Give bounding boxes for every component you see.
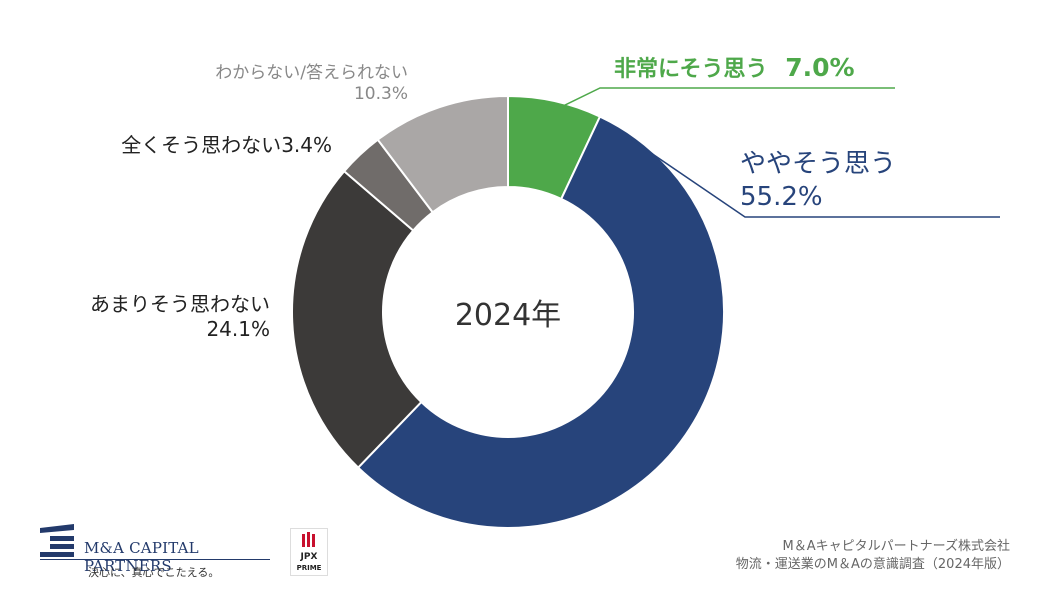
company-logo: M&A CAPITAL PARTNERS 決心に、真心でこたえる。 xyxy=(40,522,280,582)
slice-label-not-much: あまりそう思わない 24.1% xyxy=(90,292,270,342)
slice-not-much xyxy=(291,169,423,470)
prime-label: PRIME xyxy=(296,564,322,572)
leader-line-somewhat-agree xyxy=(630,138,1000,218)
slice-label-very-agree-value: 7.0% xyxy=(785,53,855,82)
slice-label-somewhat-agree: ややそう思う 55.2% xyxy=(740,148,896,213)
source-note: M＆Aキャピタルパートナーズ株式会社 物流・運送業のM＆Aの意識調査（2024年… xyxy=(736,538,1010,574)
slice-label-not-at-all: 全くそう思わない3.4% xyxy=(121,133,332,158)
slice-label-not-much-value: 24.1% xyxy=(206,317,270,341)
slice-label-somewhat-agree-value: 55.2% xyxy=(740,181,823,212)
slice-label-dont-know-value: 10.3% xyxy=(353,84,408,105)
logo-mark-icon xyxy=(40,524,74,557)
leader-lines xyxy=(552,87,1000,218)
jpx-mark-icon xyxy=(302,532,315,547)
source-line-1: M＆Aキャピタルパートナーズ株式会社 xyxy=(782,539,1010,554)
slice-label-very-agree: 非常にそう思う 7.0% xyxy=(614,52,855,84)
slice-label-not-at-all-value: 3.4% xyxy=(281,133,332,157)
leader-line-very-agree xyxy=(552,87,895,112)
slice-label-not-much-name: あまりそう思わない xyxy=(90,292,270,316)
source-line-2: 物流・運送業のM＆Aの意識調査（2024年版） xyxy=(735,557,1010,573)
chart-center-label: 2024年 xyxy=(454,298,562,333)
slice-label-not-at-all-name: 全くそう思わない xyxy=(121,133,282,157)
logo-divider xyxy=(40,559,270,560)
jpx-label: JPX xyxy=(300,552,318,562)
slice-label-somewhat-agree-name: ややそう思う xyxy=(740,149,897,179)
jpx-prime-badge: JPX PRIME xyxy=(290,528,328,576)
slice-label-dont-know: わからない/答えられない 10.3% xyxy=(215,63,408,106)
slice-label-very-agree-name: 非常にそう思う xyxy=(614,57,768,82)
slice-somewhat-agree xyxy=(356,115,725,529)
donut-slices xyxy=(291,94,725,529)
slice-dont-know xyxy=(376,94,509,214)
slice-label-dont-know-name: わからない/答えられない xyxy=(215,63,408,83)
logo-company-name: M&A CAPITAL PARTNERS xyxy=(84,539,199,575)
logo-tagline: 決心に、真心でこたえる。 xyxy=(88,566,220,579)
